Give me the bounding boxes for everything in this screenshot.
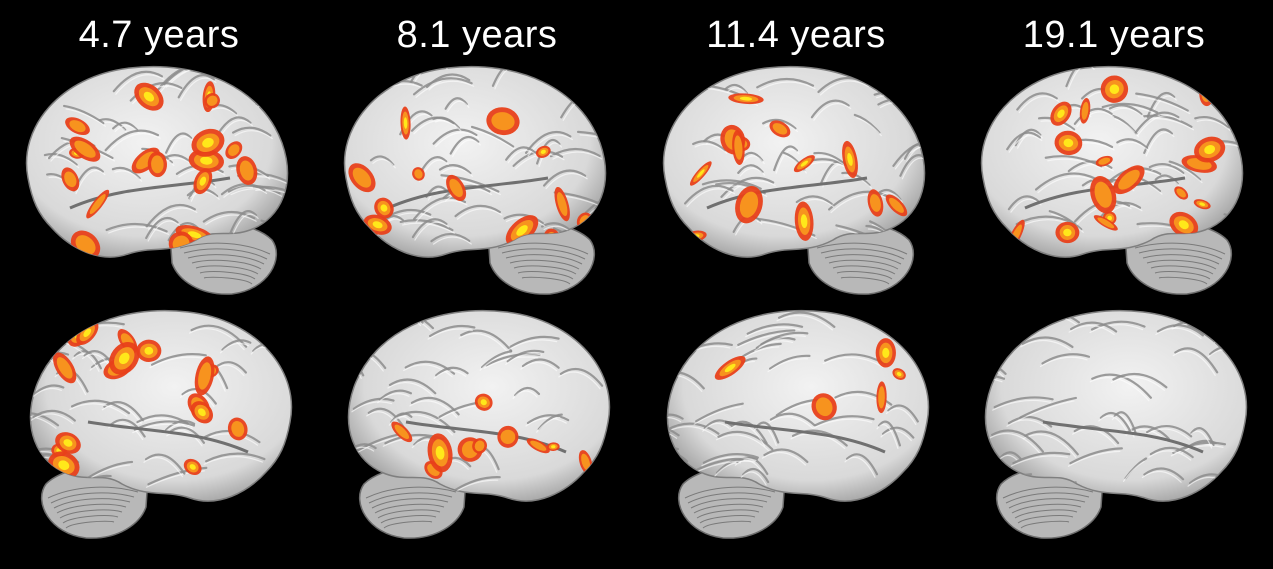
age-panel: 8.1 years <box>318 0 636 569</box>
right-hemisphere-lateral <box>318 302 636 552</box>
age-panel: 4.7 years <box>0 0 318 569</box>
left-hemisphere-lateral <box>0 58 318 308</box>
age-label: 4.7 years <box>78 14 240 56</box>
left-hemisphere-lateral <box>637 58 955 308</box>
brain-left-view <box>662 65 926 295</box>
brain-right-view <box>984 309 1248 539</box>
brain-right-view <box>29 309 293 539</box>
right-hemisphere-lateral <box>0 302 318 552</box>
age-label: 19.1 years <box>1022 14 1206 56</box>
age-panel: 11.4 years <box>637 0 955 569</box>
brain-left-view <box>25 65 289 295</box>
age-label: 11.4 years <box>706 14 886 56</box>
right-hemisphere-lateral <box>637 302 955 552</box>
brain-right-view <box>666 309 930 539</box>
cortex-surface <box>980 65 1244 258</box>
brain-right-view <box>347 309 611 539</box>
brain-left-view <box>343 65 607 295</box>
left-hemisphere-lateral <box>955 58 1273 308</box>
cortex-surface <box>984 309 1248 502</box>
right-hemisphere-lateral <box>955 302 1273 552</box>
brain-left-view <box>980 65 1244 295</box>
age-label: 8.1 years <box>396 14 558 56</box>
cortex-surface <box>662 65 926 258</box>
left-hemisphere-lateral <box>318 58 636 308</box>
age-panel: 19.1 years <box>955 0 1273 569</box>
